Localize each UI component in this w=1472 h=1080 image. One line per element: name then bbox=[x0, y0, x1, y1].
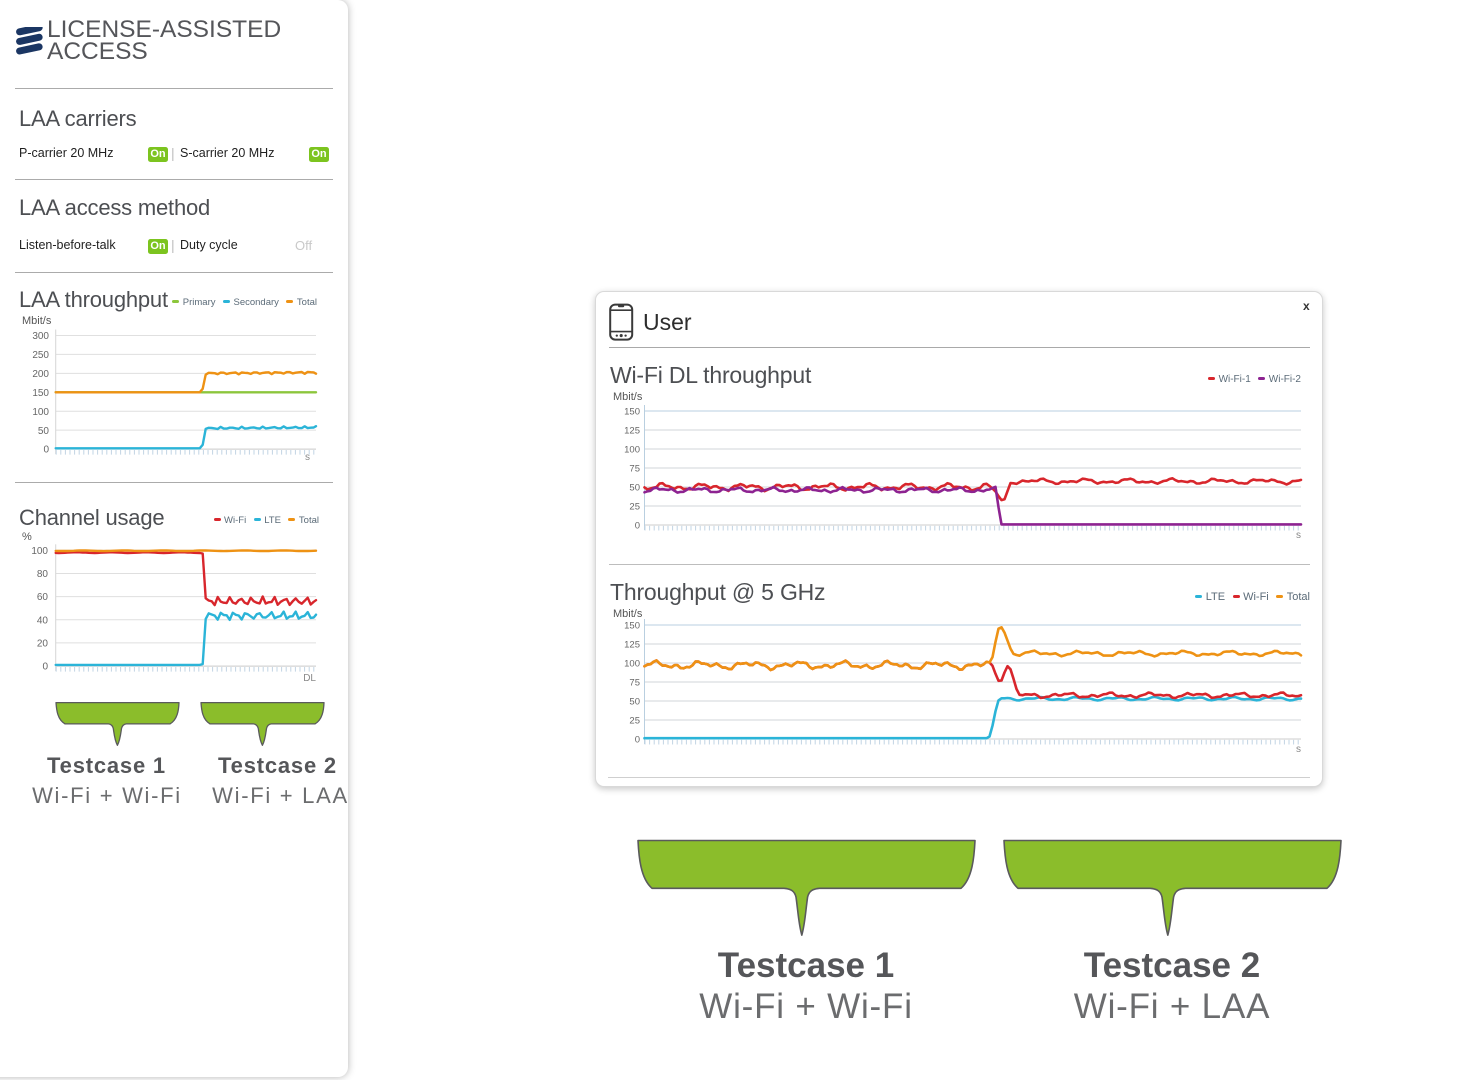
svg-text:75: 75 bbox=[629, 678, 640, 689]
svg-text:100: 100 bbox=[624, 445, 640, 456]
svg-text:80: 80 bbox=[37, 569, 49, 580]
svg-text:150: 150 bbox=[624, 621, 640, 632]
svg-text:50: 50 bbox=[629, 483, 640, 494]
svg-text:s: s bbox=[1296, 530, 1301, 541]
svg-text:50: 50 bbox=[629, 697, 640, 708]
svg-text:75: 75 bbox=[629, 464, 640, 475]
svg-text:125: 125 bbox=[624, 426, 640, 437]
svg-text:25: 25 bbox=[629, 716, 640, 727]
svg-text:DL: DL bbox=[303, 673, 316, 684]
svg-text:20: 20 bbox=[37, 639, 49, 650]
svg-text:100: 100 bbox=[624, 659, 640, 670]
svg-text:s: s bbox=[1296, 744, 1301, 755]
svg-text:25: 25 bbox=[629, 502, 640, 513]
svg-text:0: 0 bbox=[43, 445, 49, 456]
svg-text:200: 200 bbox=[32, 369, 49, 380]
svg-text:100: 100 bbox=[31, 546, 48, 557]
svg-text:40: 40 bbox=[37, 615, 49, 626]
svg-text:s: s bbox=[305, 452, 310, 462]
svg-text:60: 60 bbox=[37, 592, 49, 603]
svg-text:0: 0 bbox=[42, 662, 48, 673]
svg-text:100: 100 bbox=[32, 407, 49, 418]
svg-text:0: 0 bbox=[635, 521, 640, 532]
svg-text:300: 300 bbox=[32, 331, 49, 342]
svg-text:250: 250 bbox=[32, 350, 49, 361]
svg-text:150: 150 bbox=[624, 407, 640, 418]
svg-text:125: 125 bbox=[624, 640, 640, 651]
svg-text:50: 50 bbox=[38, 426, 50, 437]
svg-text:150: 150 bbox=[32, 388, 49, 399]
svg-text:0: 0 bbox=[635, 735, 640, 746]
